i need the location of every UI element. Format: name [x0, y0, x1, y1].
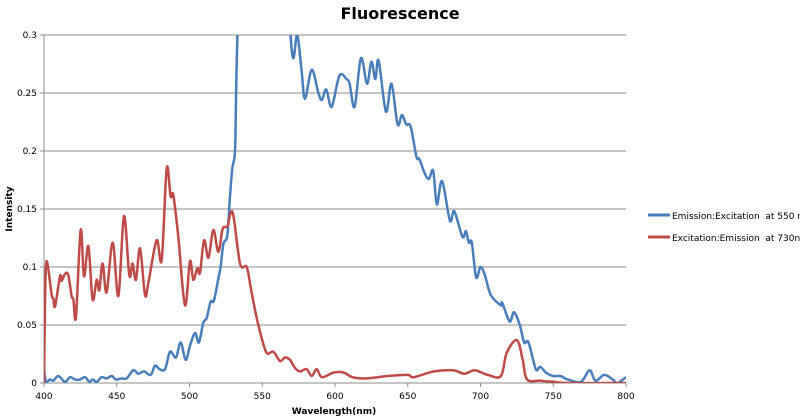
series-lines [44, 35, 626, 383]
y-tick-label: 0.25 [17, 89, 37, 99]
legend: Emission:Excitation at 550 nm Excitation… [648, 212, 800, 244]
x-tick-labels: 400 450 500 550 600 650 700 750 800 [35, 392, 634, 402]
x-tick-label: 600 [326, 392, 343, 402]
legend-label-excitation: Excitation:Emission at 730nm [672, 234, 800, 244]
x-tick-label: 650 [399, 392, 416, 402]
x-tick-label: 700 [472, 392, 489, 402]
y-axis-label: Intensity [5, 186, 15, 231]
x-tick-label: 750 [545, 392, 562, 402]
y-tick-label: 0.05 [17, 321, 37, 331]
x-tick-label: 550 [254, 392, 271, 402]
y-tick-label: 0.3 [23, 31, 37, 41]
legend-label-emission: Emission:Excitation at 550 nm [672, 212, 800, 222]
series-line-emission [44, 35, 626, 383]
chart-title: Fluorescence [340, 4, 459, 23]
y-tick-label: 0 [31, 379, 37, 389]
x-tick-label: 450 [108, 392, 125, 402]
y-tick-label: 0.1 [23, 263, 37, 273]
y-tick-labels: 0 0.05 0.1 0.15 0.2 0.25 0.3 [17, 31, 37, 389]
x-tick-label: 500 [181, 392, 198, 402]
x-tick-label: 400 [35, 392, 52, 402]
series-line-excitation [44, 165, 626, 383]
gridlines [44, 34, 626, 326]
y-tick-label: 0.2 [23, 147, 37, 157]
axes [40, 34, 627, 387]
x-axis-label: Wavelength(nm) [292, 407, 376, 417]
x-tick-label: 800 [617, 392, 634, 402]
y-tick-label: 0.15 [17, 205, 37, 215]
